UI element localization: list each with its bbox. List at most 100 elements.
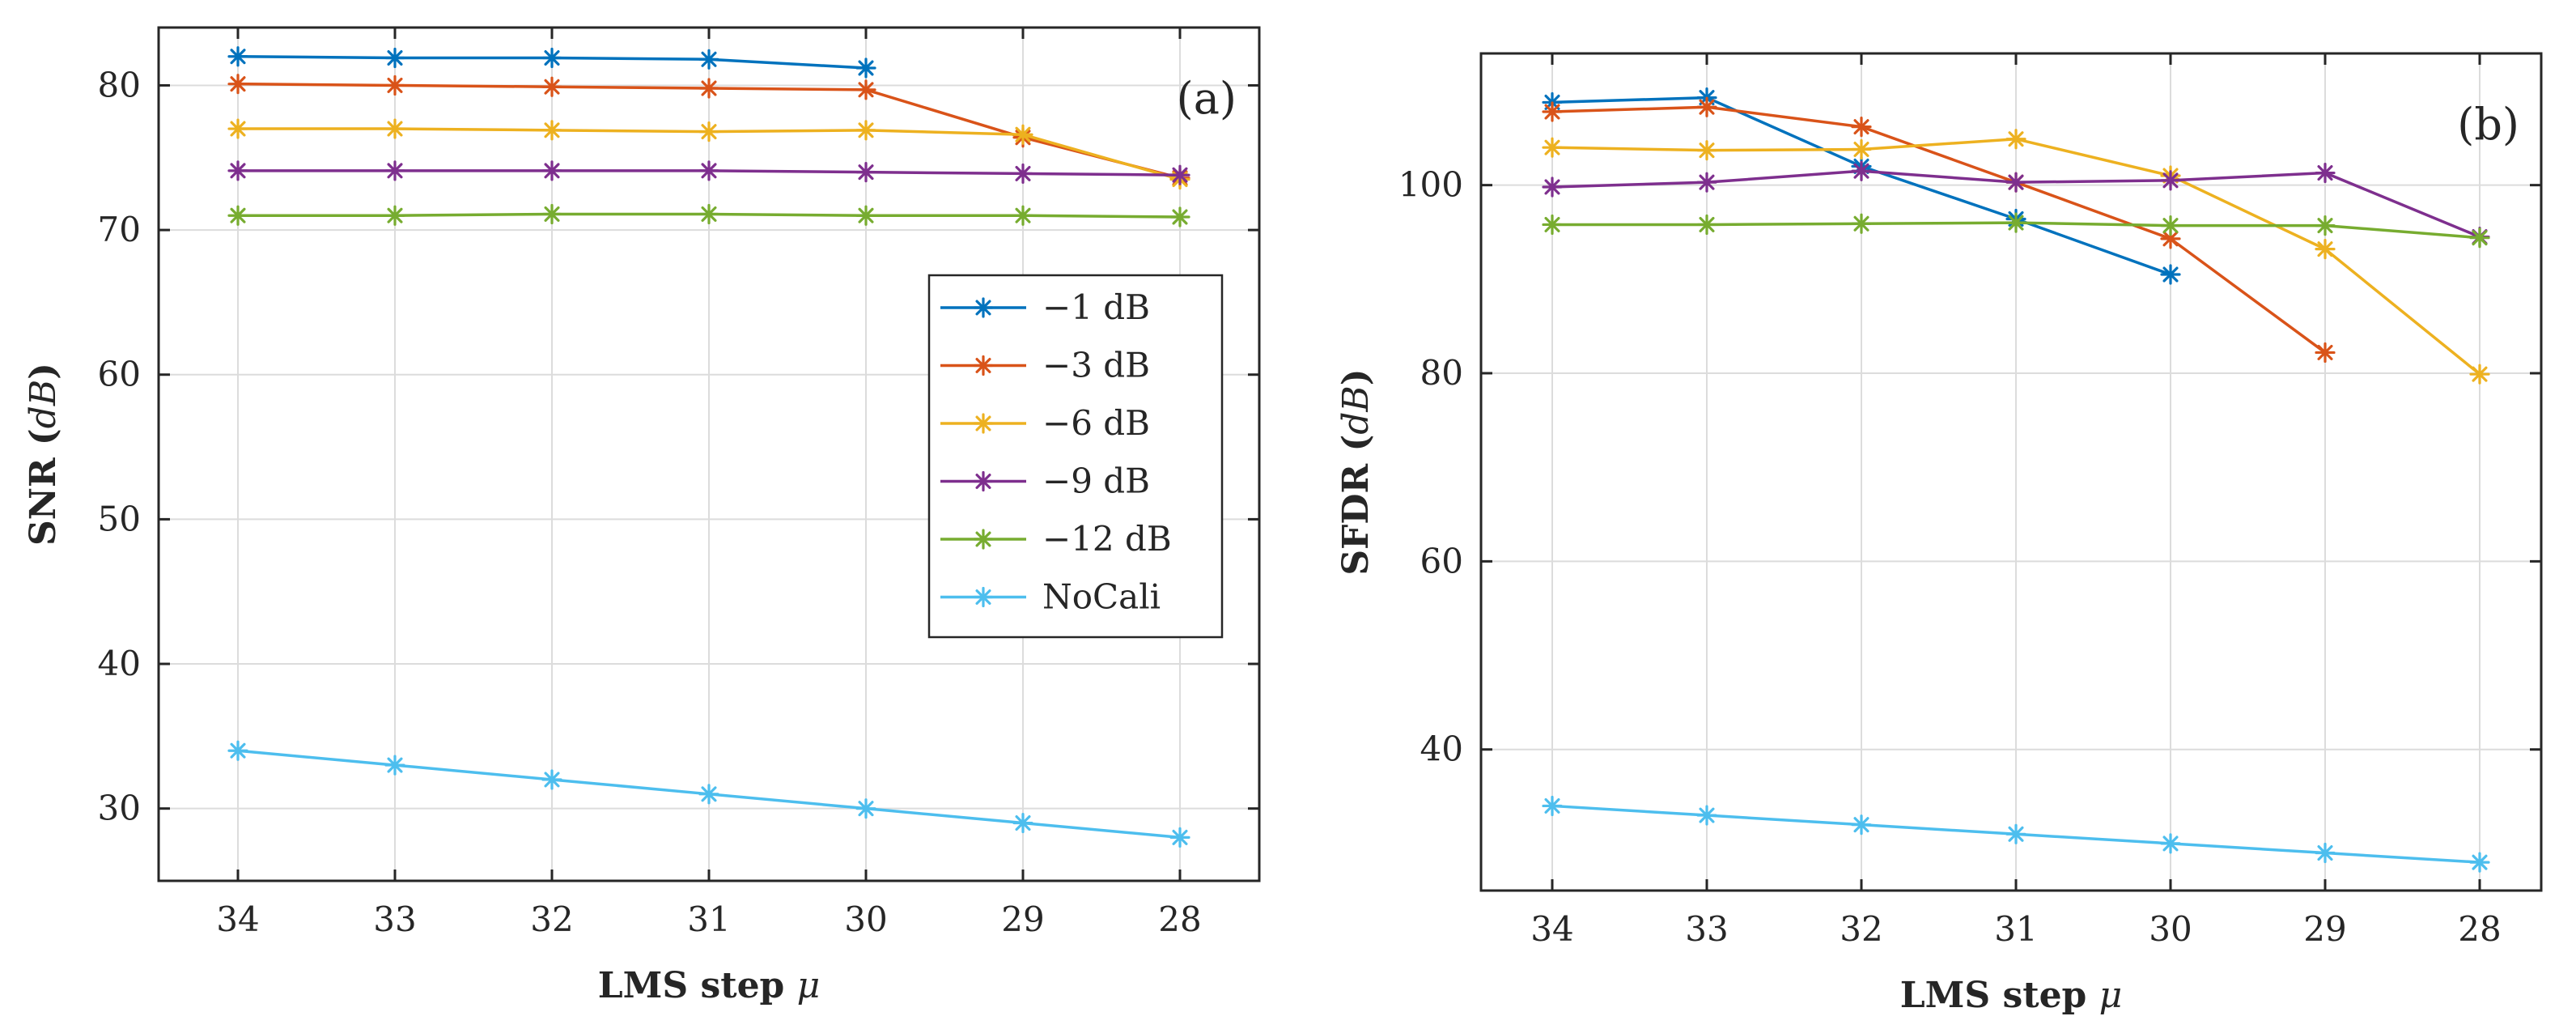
data-point [1696, 96, 1717, 117]
data-point [2160, 170, 2181, 191]
x-tick-label: 30 [844, 899, 887, 939]
panel-a-snr-chart: 34 33 32 31 30 29 28 30 40 50 60 70 80 (a) SNR (dB) LMS… [23, 26, 1261, 1006]
legend-label: −9 dB [1042, 461, 1150, 501]
data-point [227, 740, 248, 761]
data-point [855, 57, 876, 79]
panel-label: (b) [2457, 99, 2519, 150]
data-point [227, 118, 248, 139]
x-tick-label: 32 [530, 899, 573, 939]
legend-marker [973, 297, 994, 318]
data-point [384, 160, 405, 181]
data-point [384, 205, 405, 226]
series-6db [227, 118, 1190, 190]
data-point [1012, 163, 1033, 185]
y-tick-label: 80 [1420, 353, 1463, 393]
data-point [384, 755, 405, 776]
data-point [1851, 138, 1872, 160]
legend-entry: −6 dB [940, 403, 1150, 443]
data-point [2005, 129, 2026, 150]
x-tick-label: 31 [1994, 909, 2037, 949]
x-tick-label: 33 [373, 899, 416, 939]
legend-label: −1 dB [1042, 287, 1150, 327]
y-tick-label: 70 [98, 210, 141, 249]
legend-box [927, 274, 1224, 639]
plot-frame [1479, 52, 2543, 892]
data-point [1012, 205, 1033, 226]
legend: −1 dB −3 dB −6 dB −9 dB −12 dB NoCali [927, 274, 1224, 639]
y-tick-label: 60 [98, 355, 141, 394]
data-point [2469, 852, 2490, 873]
x-tick-label: 32 [1840, 909, 1882, 949]
data-point [1169, 827, 1190, 848]
data-point [698, 160, 719, 181]
data-point [1851, 814, 1872, 836]
data-point [2160, 228, 2181, 249]
data-point [2005, 823, 2026, 844]
series-3db [1542, 96, 2336, 364]
y-tick-label: 30 [98, 789, 141, 828]
data-point [698, 49, 719, 70]
data-point [1542, 176, 1563, 198]
x-tick-label: 28 [2458, 909, 2501, 949]
y-tick-label: 60 [1420, 541, 1463, 580]
data-point [2469, 227, 2490, 249]
y-tick-label: 100 [1398, 165, 1463, 205]
legend-label: −3 dB [1042, 346, 1150, 385]
data-point [227, 46, 248, 67]
data-point [541, 47, 562, 69]
series-9db [227, 160, 1190, 185]
data-point [698, 203, 719, 225]
legend-marker [973, 355, 994, 376]
data-point [2160, 264, 2181, 285]
data-point [2005, 172, 2026, 193]
x-tick-label: 28 [1158, 899, 1201, 939]
series-nocali [227, 740, 1190, 848]
x-tick-label: 34 [1530, 909, 1573, 949]
data-point [2315, 239, 2336, 260]
data-point [698, 78, 719, 99]
data-point [855, 162, 876, 183]
series-nocali [1542, 795, 2490, 873]
data-point [541, 76, 562, 97]
data-point [2315, 342, 2336, 364]
x-tick-label: 33 [1685, 909, 1728, 949]
legend-entry: −12 dB [940, 519, 1172, 559]
data-point [541, 120, 562, 141]
x-tick-label: 34 [216, 899, 259, 939]
legend-label: −6 dB [1042, 403, 1150, 443]
data-point [227, 160, 248, 181]
data-point [698, 784, 719, 805]
x-axis-label: LMS step μ [598, 965, 821, 1006]
data-point [1542, 137, 1563, 158]
x-axis-label: LMS step μ [1900, 975, 2123, 1016]
panel-label: (a) [1177, 73, 1237, 124]
data-point [698, 121, 719, 142]
legend-label: −12 dB [1042, 519, 1172, 559]
data-point [1851, 160, 1872, 181]
data-point [1851, 117, 1872, 138]
legend-entry: NoCali [940, 577, 1161, 617]
data-point [1696, 172, 1717, 193]
data-point [1012, 812, 1033, 834]
data-point [384, 74, 405, 96]
y-tick-label: 80 [98, 65, 141, 104]
data-point [541, 203, 562, 225]
data-point [1696, 805, 1717, 826]
series-12db [1542, 212, 2490, 249]
data-point [855, 798, 876, 819]
data-point [1696, 140, 1717, 161]
x-tick-label: 29 [2303, 909, 2346, 949]
data-point [2005, 212, 2026, 233]
legend-entry: −9 dB [940, 461, 1150, 501]
y-axis-label: SFDR (dB) [1335, 368, 1377, 575]
panel-b-sfdr-chart: 34 33 32 31 30 29 28 40 60 80 100 (b) SFDR (dB) LMS s… [1335, 52, 2543, 1016]
data-point [2469, 364, 2490, 385]
data-point [1169, 206, 1190, 227]
legend-entry: −1 dB [940, 287, 1150, 327]
data-point [1851, 213, 1872, 234]
y-tick-label: 40 [98, 644, 141, 683]
data-point [855, 79, 876, 100]
series-line [1551, 105, 2327, 354]
legend-entry: −3 dB [940, 346, 1150, 385]
